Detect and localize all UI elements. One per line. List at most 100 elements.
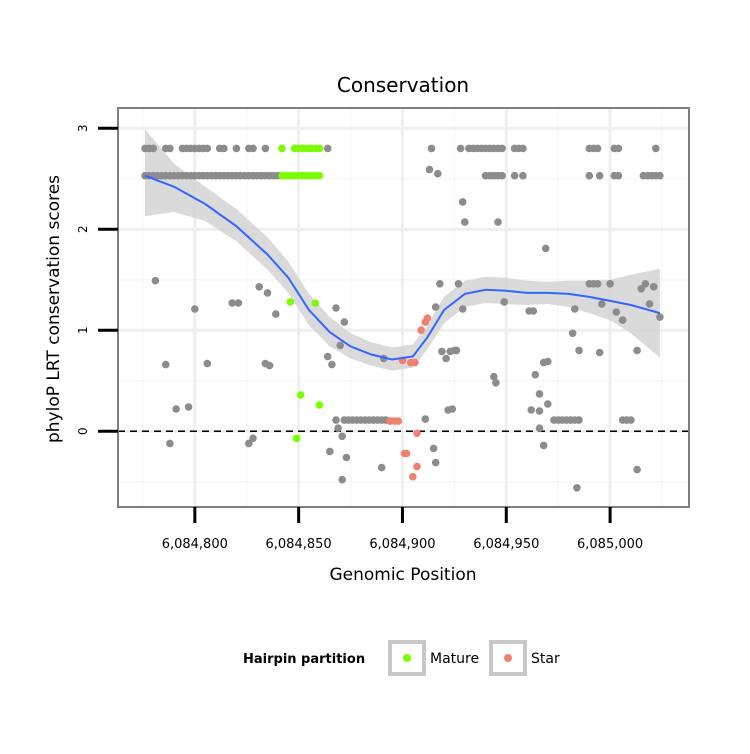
point-star [417, 326, 425, 335]
point-other [458, 305, 467, 313]
point-mature [315, 144, 324, 153]
point-star [402, 449, 411, 458]
point-other [338, 432, 347, 441]
point-other [585, 171, 594, 180]
point-other [431, 458, 440, 467]
point-other [575, 346, 583, 355]
point-other [510, 171, 519, 180]
point-other [336, 341, 345, 350]
point-other [492, 379, 500, 387]
point-other [249, 434, 257, 443]
point-other [535, 424, 544, 433]
y-tick-label: 0 [76, 427, 90, 435]
point-other [456, 144, 465, 153]
legend-label-star: Star [531, 651, 560, 667]
point-other [377, 463, 386, 472]
point-star [413, 462, 421, 471]
point-other [425, 165, 434, 174]
point-other [436, 280, 444, 288]
point-other [618, 316, 627, 324]
point-other [633, 346, 641, 355]
point-other [593, 144, 602, 153]
point-other [272, 310, 280, 318]
loess-fit-line [144, 174, 661, 361]
legend-marker-mature [403, 654, 411, 662]
point-mature [315, 401, 324, 409]
point-other [184, 403, 193, 411]
point-other [166, 439, 174, 448]
point-star [409, 472, 417, 481]
legend-title: Hairpin partition [243, 652, 365, 667]
point-other [438, 347, 446, 356]
point-other [421, 415, 430, 423]
point-other [326, 447, 334, 456]
point-other [598, 300, 606, 308]
point-other [612, 308, 621, 316]
point-other [448, 405, 457, 413]
point-other [234, 299, 243, 307]
point-other [454, 280, 463, 288]
point-other [593, 280, 602, 288]
point-other [332, 304, 340, 312]
point-other [595, 171, 604, 180]
point-other [452, 346, 461, 355]
point-other [166, 144, 174, 153]
point-mature [311, 299, 320, 307]
point-other [519, 144, 527, 153]
point-other [531, 370, 540, 379]
point-other [263, 289, 272, 297]
point-other [575, 416, 583, 424]
point-other [434, 169, 442, 178]
point-other [162, 360, 170, 369]
point-star [423, 314, 432, 322]
point-other [539, 441, 548, 450]
point-other [573, 484, 581, 492]
x-axis-label: Genomic Position [329, 565, 476, 585]
point-other [500, 298, 509, 306]
point-other [442, 354, 450, 363]
x-tick-label: 6,085,000 [577, 537, 643, 552]
point-star [394, 417, 403, 425]
point-other [614, 171, 623, 180]
point-other [232, 144, 241, 153]
point-other [191, 305, 199, 313]
point-other [649, 283, 658, 291]
point-other [332, 416, 340, 424]
point-other [656, 313, 664, 321]
point-other [595, 348, 604, 357]
point-other [249, 144, 257, 153]
point-other [498, 171, 506, 180]
x-tick-label: 6,084,800 [162, 537, 228, 552]
point-other [529, 307, 538, 315]
smooth-line [144, 174, 661, 361]
point-other [637, 285, 645, 293]
point-other [645, 300, 654, 308]
point-other [323, 352, 332, 361]
point-mature [278, 144, 286, 153]
point-mature [315, 171, 324, 180]
confidence-band [145, 129, 660, 371]
point-star [411, 358, 419, 367]
legend-label-mature: Mature [430, 651, 479, 667]
y-tick-label: 1 [76, 326, 90, 334]
legend-marker-star [504, 654, 512, 662]
point-mature [286, 298, 295, 306]
point-other [461, 218, 469, 226]
y-axis-label: phyloP LRT conservation scores [44, 175, 64, 443]
x-tick-label: 6,084,900 [369, 537, 435, 552]
data-points [141, 144, 664, 492]
point-other [544, 357, 552, 366]
point-other [656, 171, 664, 180]
point-other [328, 360, 336, 369]
point-other [338, 475, 347, 484]
point-other [606, 280, 614, 288]
point-other [633, 465, 641, 474]
point-other [544, 400, 552, 408]
y-tick-label: 2 [76, 225, 90, 233]
point-other [151, 276, 160, 285]
point-other [172, 405, 180, 413]
point-other [203, 144, 212, 153]
point-mature [296, 391, 305, 399]
point-other [265, 361, 274, 370]
